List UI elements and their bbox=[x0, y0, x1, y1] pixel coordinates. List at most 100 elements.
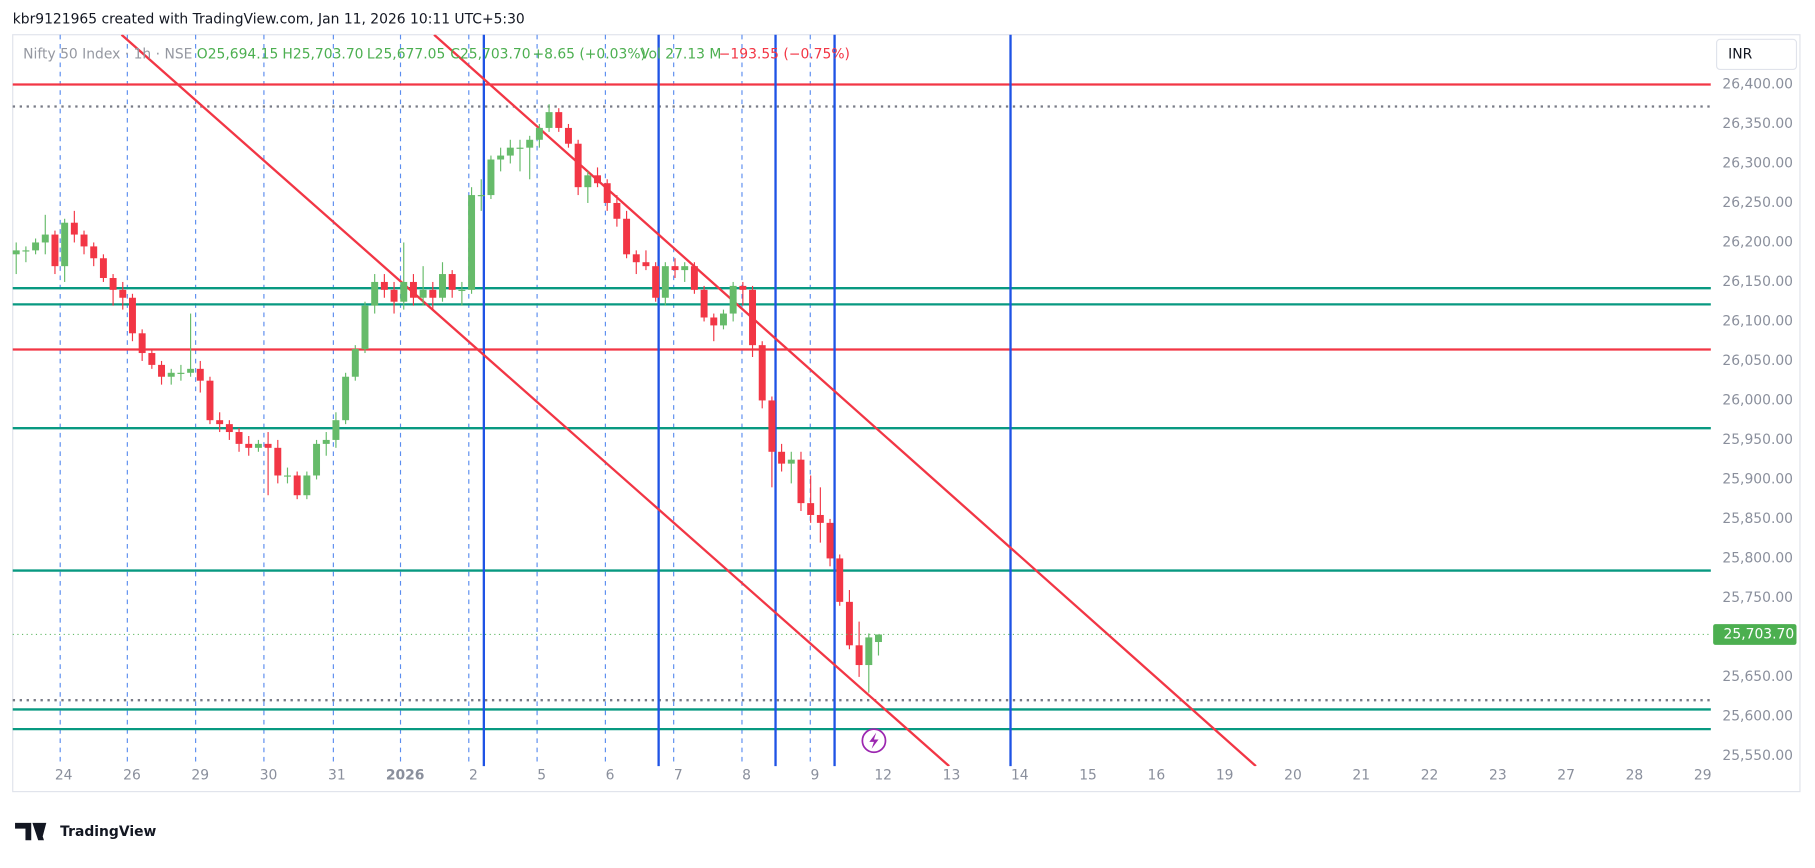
candle-body bbox=[32, 242, 40, 251]
candle-body bbox=[439, 274, 446, 298]
x-tick-label: 16 bbox=[1148, 767, 1166, 783]
candle-body bbox=[497, 155, 505, 160]
candle-body bbox=[584, 175, 592, 188]
candle-body bbox=[623, 218, 631, 255]
candle-body bbox=[506, 147, 514, 156]
candle-body bbox=[293, 475, 301, 496]
chart-frame bbox=[12, 34, 1801, 793]
candle-body bbox=[284, 475, 291, 477]
candle-body bbox=[700, 289, 708, 318]
candle-body bbox=[458, 289, 466, 292]
candle-body bbox=[332, 420, 340, 440]
candle-body bbox=[167, 372, 175, 377]
candle-body bbox=[661, 266, 669, 298]
candle-body bbox=[719, 313, 727, 326]
y-tick-label: 25,600.00 bbox=[1722, 708, 1793, 724]
x-tick-label: 5 bbox=[537, 767, 546, 783]
candle-body bbox=[564, 127, 572, 144]
candle-body bbox=[216, 420, 224, 425]
candle-body bbox=[254, 443, 262, 448]
candle-body bbox=[148, 353, 156, 365]
trend-channel bbox=[120, 34, 1257, 767]
candle-body bbox=[758, 345, 766, 401]
x-tick-label: 24 bbox=[55, 767, 73, 783]
volume: Vol 27.13 M bbox=[640, 46, 721, 62]
y-tick-label: 26,050.00 bbox=[1722, 353, 1793, 369]
candle-body bbox=[303, 475, 311, 496]
candle-body bbox=[875, 634, 882, 643]
candle-body bbox=[671, 266, 679, 271]
y-tick-label: 25,800.00 bbox=[1722, 550, 1793, 566]
candle-body bbox=[797, 459, 805, 504]
y-tick-label: 26,100.00 bbox=[1722, 313, 1793, 329]
event-bolt bbox=[869, 732, 879, 749]
y-tick-label: 25,650.00 bbox=[1722, 669, 1793, 685]
candle-body bbox=[865, 637, 873, 666]
candle-body bbox=[816, 514, 824, 523]
x-tick-label: 9 bbox=[810, 767, 819, 783]
x-tick-label: 22 bbox=[1421, 767, 1439, 783]
candle-body bbox=[342, 376, 350, 421]
candle-body bbox=[468, 195, 476, 290]
y-tick-label: 26,300.00 bbox=[1722, 155, 1793, 171]
candle-body bbox=[826, 522, 834, 559]
x-tick-label: 23 bbox=[1489, 767, 1507, 783]
candle-body bbox=[710, 317, 718, 326]
x-tick-label: 12 bbox=[874, 767, 892, 783]
candle-body bbox=[99, 258, 107, 279]
x-tick-label: 19 bbox=[1216, 767, 1234, 783]
currency-box[interactable] bbox=[1716, 38, 1798, 71]
candle-body bbox=[535, 127, 543, 140]
x-tick-label: 20 bbox=[1284, 767, 1302, 783]
candle-body bbox=[477, 195, 485, 197]
candle-body bbox=[429, 289, 437, 298]
candle-body bbox=[109, 278, 117, 290]
candle-body bbox=[739, 285, 747, 290]
candle-body bbox=[545, 112, 553, 128]
bar-change: +8.65 (+0.03%) bbox=[532, 46, 645, 62]
x-tick-label: 29 bbox=[1694, 767, 1712, 783]
candle-body bbox=[613, 202, 621, 219]
candle-body bbox=[807, 503, 815, 515]
x-tick-label: 29 bbox=[191, 767, 209, 783]
candle-body bbox=[729, 285, 737, 314]
horizontal-drawings bbox=[12, 83, 1711, 731]
candle-body bbox=[361, 305, 369, 350]
candle-body bbox=[225, 424, 233, 433]
candle-body bbox=[138, 333, 146, 354]
x-tick-label: 27 bbox=[1557, 767, 1575, 783]
candle-body bbox=[642, 262, 650, 267]
candle-body bbox=[41, 234, 49, 243]
candle-body bbox=[51, 234, 59, 267]
y-tick-label: 25,550.00 bbox=[1722, 748, 1793, 764]
y-tick-label: 26,200.00 bbox=[1722, 234, 1793, 250]
x-tick-label: 26 bbox=[123, 767, 141, 783]
candle-body bbox=[855, 645, 863, 666]
x-tick-label: 13 bbox=[943, 767, 961, 783]
candle-body bbox=[526, 139, 534, 148]
candle-body bbox=[206, 380, 214, 421]
x-tick-label: 2 bbox=[469, 767, 478, 783]
candle-body bbox=[264, 443, 272, 448]
y-tick-label: 26,150.00 bbox=[1722, 274, 1793, 290]
x-tick-label: 31 bbox=[328, 767, 346, 783]
candle-body bbox=[409, 281, 417, 298]
y-tick-label: 26,250.00 bbox=[1722, 195, 1793, 211]
symbol-title: Nifty 50 Index · 1h · NSE bbox=[23, 46, 192, 62]
candle-body bbox=[12, 250, 20, 255]
candle-body bbox=[245, 443, 253, 448]
legend: Nifty 50 Index · 1h · NSE O25,694.15 H25… bbox=[23, 46, 850, 62]
candle-body bbox=[681, 266, 689, 271]
candle-body bbox=[787, 459, 795, 464]
candle-body bbox=[274, 447, 282, 476]
last-price-label: 25,703.70 bbox=[1724, 626, 1795, 642]
x-tick-label: 14 bbox=[1011, 767, 1029, 783]
candle-body bbox=[487, 159, 495, 196]
candle-body bbox=[749, 289, 757, 346]
y-tick-label: 25,750.00 bbox=[1722, 590, 1793, 606]
candle-body bbox=[187, 368, 195, 373]
candles bbox=[12, 104, 882, 693]
candle-body bbox=[390, 289, 398, 302]
candle-body bbox=[371, 281, 379, 306]
